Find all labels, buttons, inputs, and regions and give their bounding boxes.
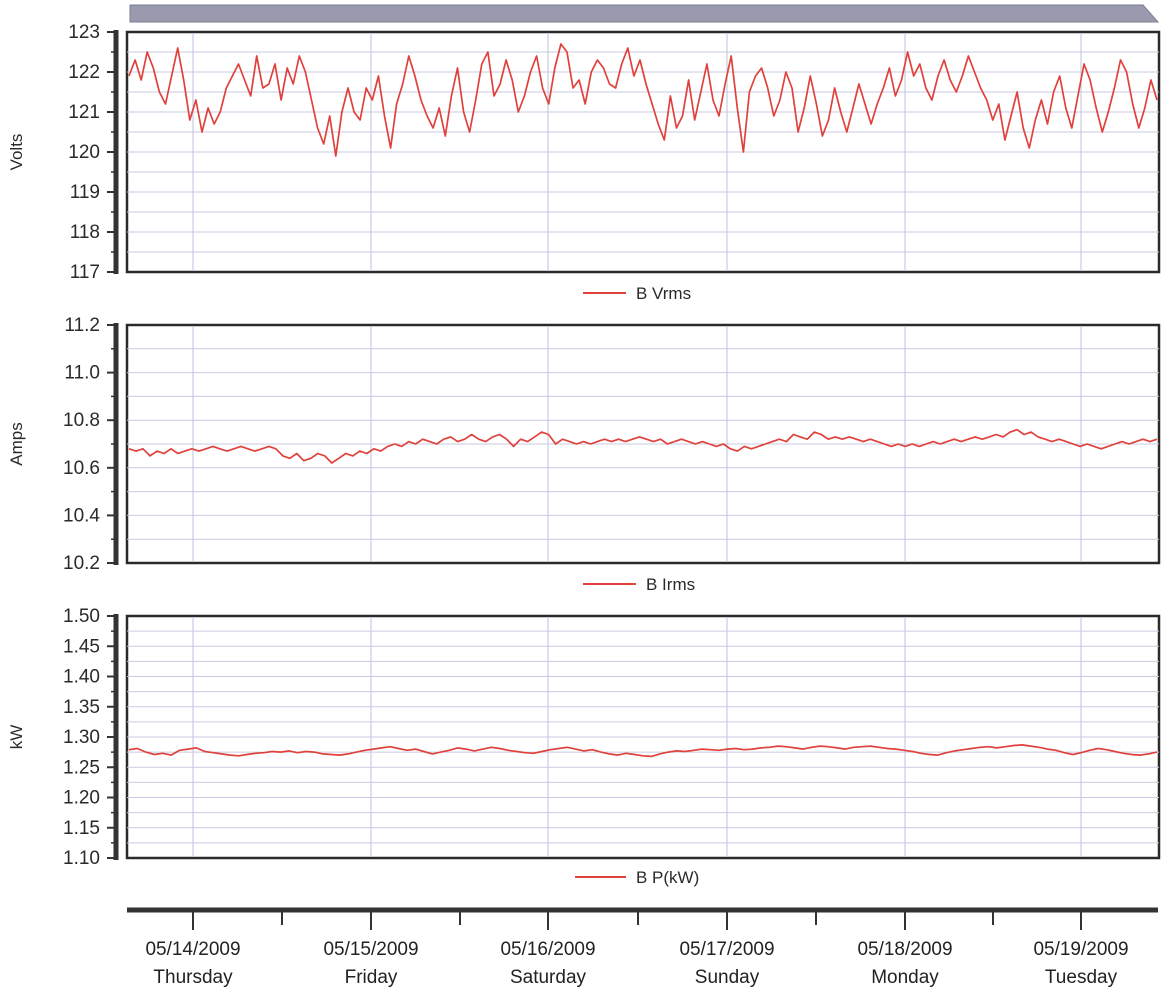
y-tick-label: 1.50 <box>63 606 100 627</box>
x-date-label: 05/18/2009 <box>857 939 952 960</box>
y-tick-label: 121 <box>68 102 100 123</box>
y-tick-label: 1.25 <box>63 757 100 778</box>
y-tick-label: 122 <box>68 62 100 83</box>
x-weekday-label: Monday <box>871 967 939 988</box>
x-date-label: 05/15/2009 <box>323 939 418 960</box>
legend-label: B Vrms <box>636 284 691 303</box>
x-weekday-label: Friday <box>345 967 398 988</box>
time-axis: 05/14/2009 Thursday 05/15/2009 Friday 05/16/… <box>127 907 1158 988</box>
y-axis-label: kW <box>7 725 26 750</box>
y-axis-label: Amps <box>7 422 26 465</box>
x-weekday-label: Tuesday <box>1045 967 1118 988</box>
x-weekday-label: Saturday <box>510 967 587 988</box>
chart-panel-2: 11.2 11.0 10.8 10.6 10.4 10.2 Amps B Irms <box>7 315 1161 594</box>
series-line-b-vrms <box>128 43 1158 157</box>
y-tick-label: 1.10 <box>63 848 100 869</box>
charts-group: 123 122 121 120 119 118 117 Volts B Vrms 11.2 11.0… <box>7 22 1161 887</box>
x-weekday-label: Sunday <box>695 967 760 988</box>
y-tick-label: 11.2 <box>64 315 100 336</box>
legend-label: B P(kW) <box>636 868 699 887</box>
series-line-b-irms <box>128 428 1158 464</box>
legend-label: B Irms <box>646 575 695 594</box>
x-date-label: 05/17/2009 <box>679 939 774 960</box>
x-date-label: 05/16/2009 <box>500 939 595 960</box>
legend: B Vrms <box>583 284 691 303</box>
series-line-b-p-kw- <box>128 744 1158 758</box>
y-tick-label: 1.15 <box>63 818 100 839</box>
y-tick-label: 10.8 <box>63 410 100 431</box>
x-date-label: 05/19/2009 <box>1033 939 1128 960</box>
x-weekday-label: Thursday <box>153 967 233 988</box>
y-tick-label: 119 <box>70 182 100 203</box>
y-tick-label: 10.6 <box>63 458 100 479</box>
y-tick-label: 10.2 <box>63 553 100 574</box>
legend: B Irms <box>583 575 695 594</box>
x-date-label: 05/14/2009 <box>145 939 240 960</box>
y-tick-label: 1.30 <box>63 727 100 748</box>
legend: B P(kW) <box>575 868 699 887</box>
chart-panel-1: 123 122 121 120 119 118 117 Volts B Vrms <box>7 22 1161 303</box>
y-tick-label: 1.35 <box>63 697 100 718</box>
y-tick-label: 10.4 <box>63 505 100 526</box>
y-tick-label: 120 <box>68 142 100 163</box>
y-tick-label: 1.20 <box>63 788 100 809</box>
y-tick-label: 118 <box>70 222 100 243</box>
y-tick-label: 11.0 <box>64 363 100 384</box>
y-tick-label: 1.40 <box>63 667 100 688</box>
y-tick-label: 123 <box>68 22 100 43</box>
top-scroll-bar[interactable] <box>129 4 1160 23</box>
y-tick-label: 117 <box>70 262 100 283</box>
chart-panel-3: 1.50 1.45 1.40 1.35 1.30 1.25 1.20 1.15 1.10 kW B … <box>7 606 1161 887</box>
y-axis-label: Volts <box>7 134 26 171</box>
y-tick-label: 1.45 <box>63 636 100 657</box>
